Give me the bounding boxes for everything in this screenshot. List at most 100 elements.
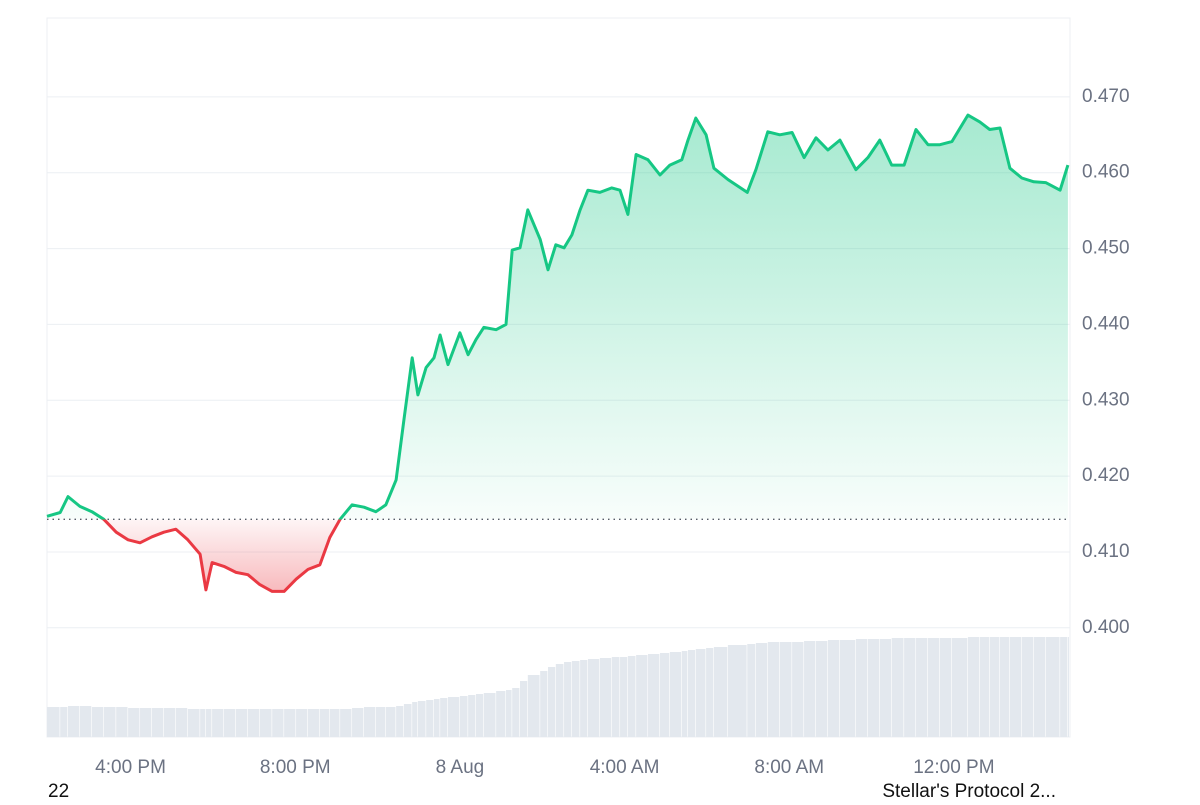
volume-bar xyxy=(128,708,140,737)
volume-bar xyxy=(779,642,792,737)
volume-bar xyxy=(212,709,224,737)
volume-bar xyxy=(620,657,628,737)
volume-bar xyxy=(67,706,80,737)
volume-bar xyxy=(587,659,600,737)
volume-bar xyxy=(512,688,520,737)
volume-bar xyxy=(235,709,248,737)
volume-bar xyxy=(611,657,620,737)
volume-bar xyxy=(599,658,612,737)
volume-bar xyxy=(496,691,506,737)
volume-bar xyxy=(475,694,484,737)
volume-bar xyxy=(867,639,880,737)
volume-bar xyxy=(272,709,284,737)
volume-bar xyxy=(259,709,272,737)
volume-bar xyxy=(440,698,448,737)
volume-bar xyxy=(916,638,928,737)
price-line xyxy=(46,113,1070,593)
x-tick-label: 12:00 PM xyxy=(913,757,994,778)
volume-bar xyxy=(447,697,460,737)
volume-bar xyxy=(571,661,580,737)
volume-bar xyxy=(1000,637,1010,737)
volume-bar xyxy=(527,675,540,737)
volume-bar xyxy=(79,706,92,737)
volume-bar xyxy=(1045,637,1060,737)
x-tick-label: 8:00 PM xyxy=(260,757,331,778)
y-tick-label: 0.420 xyxy=(1082,465,1130,486)
volume-bar xyxy=(296,709,308,737)
volume-bar xyxy=(648,654,660,737)
axes: 0.400 0.410 0.420 0.430 0.440 0.450 0.460 0.470… xyxy=(95,86,1129,778)
volume-bar xyxy=(412,702,418,737)
volume-bar xyxy=(727,645,747,737)
volume-bar xyxy=(396,706,404,737)
y-tick-label: 0.430 xyxy=(1082,389,1130,410)
volume-bar xyxy=(520,681,528,737)
y-tick-label: 0.460 xyxy=(1082,162,1130,183)
volume-bar xyxy=(687,650,696,737)
volume-bar xyxy=(459,696,468,737)
volume-bar xyxy=(200,709,206,737)
volume-bar xyxy=(140,708,152,737)
volume-bar xyxy=(827,640,840,737)
volume-bar xyxy=(540,671,548,737)
volume-bar xyxy=(706,648,714,737)
volume-bar xyxy=(792,642,804,737)
volume-bar xyxy=(163,708,176,737)
volume-bar xyxy=(627,656,636,737)
volume-bar xyxy=(417,701,426,737)
volume-bar xyxy=(307,709,320,737)
volume-bar xyxy=(580,660,588,737)
volume-bar xyxy=(468,695,476,737)
x-tick-label: 8:00 AM xyxy=(754,757,824,778)
volume-bar xyxy=(927,638,940,737)
volume-bar xyxy=(60,707,68,737)
y-tick-label: 0.440 xyxy=(1082,313,1130,334)
y-tick-label: 0.450 xyxy=(1082,238,1130,259)
volume-bar xyxy=(385,707,396,737)
volume-bar xyxy=(1021,637,1034,737)
volume-bar xyxy=(403,704,412,737)
volume-bar xyxy=(151,708,164,737)
volume-bars xyxy=(47,637,1069,737)
volume-bar xyxy=(879,639,892,737)
volume-bar xyxy=(839,640,856,737)
volume-bar xyxy=(116,707,128,737)
volume-bar xyxy=(247,709,260,737)
volume-bar xyxy=(426,700,434,737)
volume-bar xyxy=(747,644,756,737)
volume-bar xyxy=(767,642,780,737)
y-tick-label: 0.410 xyxy=(1082,541,1130,562)
volume-bar xyxy=(375,707,386,737)
volume-bar xyxy=(483,693,496,737)
volume-bar xyxy=(669,652,682,737)
volume-bar xyxy=(1009,637,1022,737)
volume-bar xyxy=(352,708,364,737)
volume-bar xyxy=(804,641,816,737)
volume-bar xyxy=(681,651,688,737)
footer-left: 22 xyxy=(48,781,69,800)
volume-bar xyxy=(951,638,968,737)
volume-bar xyxy=(555,664,564,737)
volume-bar xyxy=(187,709,200,737)
volume-bar xyxy=(47,707,60,737)
volume-bar xyxy=(695,649,706,737)
volume-bar xyxy=(989,637,1000,737)
price-area-fill xyxy=(47,115,1068,592)
volume-bar xyxy=(939,638,952,737)
volume-bar xyxy=(175,708,188,737)
volume-bar xyxy=(891,638,904,737)
volume-bar xyxy=(103,707,116,737)
volume-bar xyxy=(284,709,296,737)
y-tick-label: 0.400 xyxy=(1082,617,1130,638)
volume-bar xyxy=(755,643,768,737)
volume-bar xyxy=(205,709,212,737)
volume-bar xyxy=(967,637,980,737)
price-area xyxy=(46,113,1070,593)
volume-bar xyxy=(979,637,990,737)
volume-bar xyxy=(1067,637,1069,737)
x-tick-label: 8 Aug xyxy=(436,757,485,778)
volume-bar xyxy=(363,707,376,737)
volume-bar xyxy=(340,709,352,737)
